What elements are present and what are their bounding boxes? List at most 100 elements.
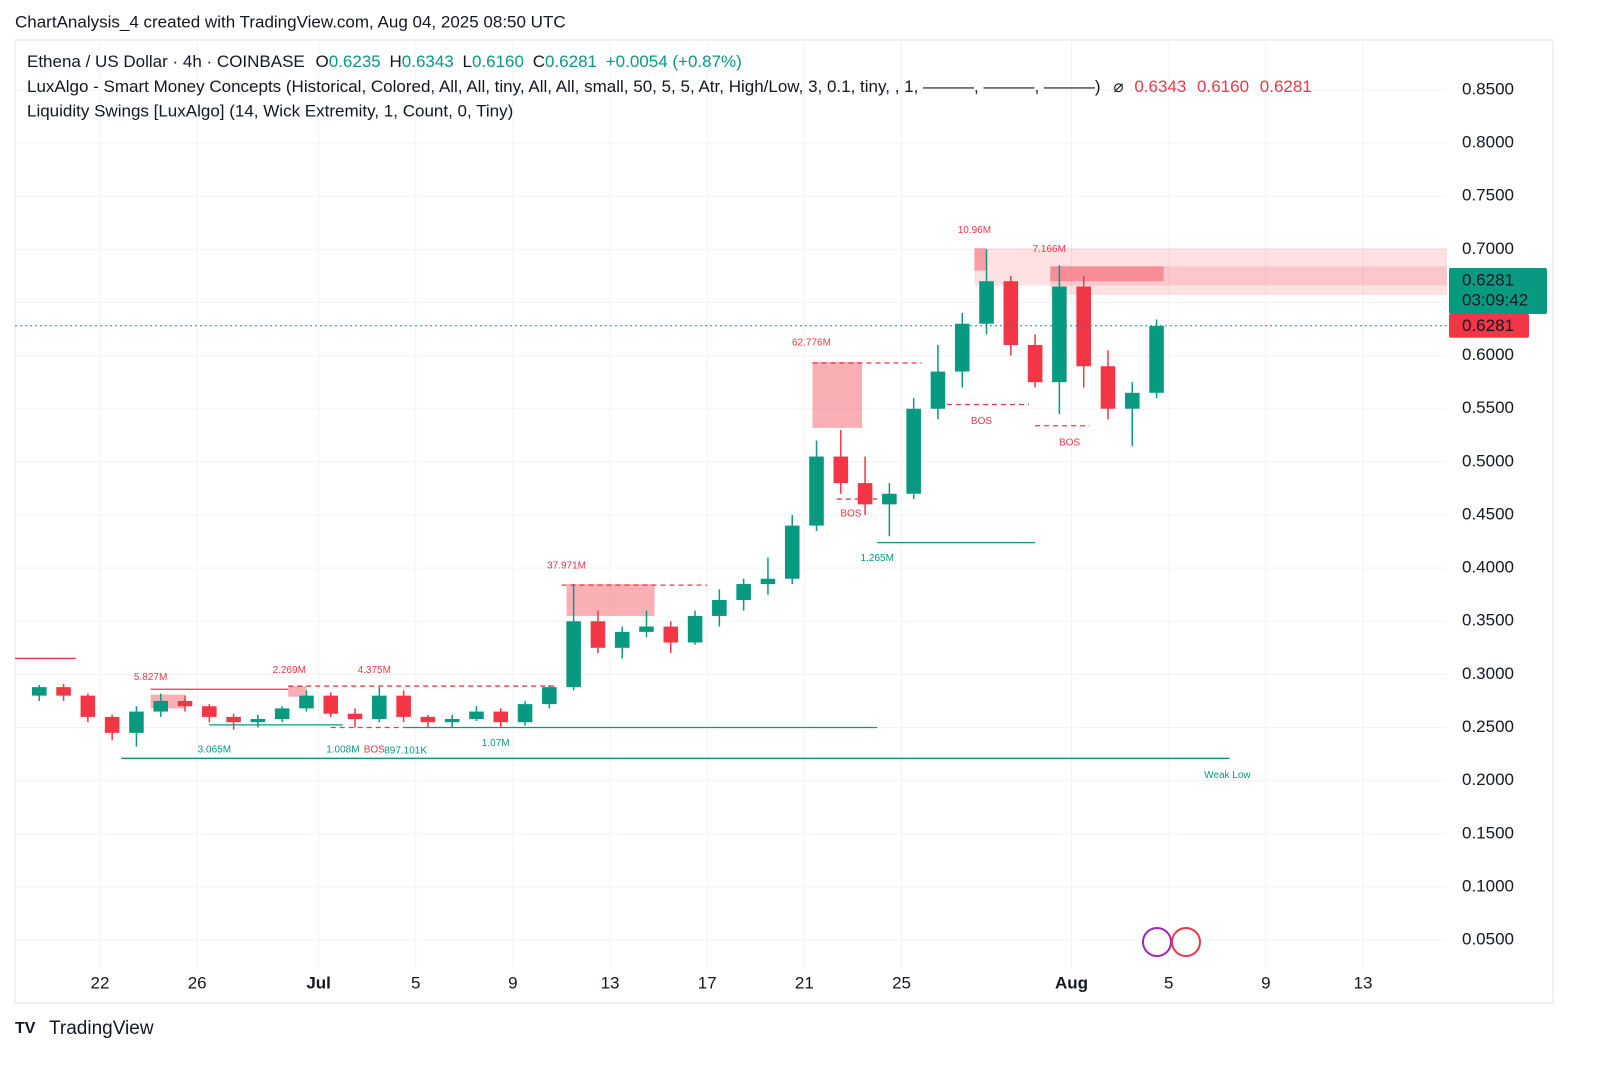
countdown-box: [1449, 268, 1547, 314]
annotation: BOS: [364, 744, 385, 755]
annotation: 1.07M: [482, 738, 510, 749]
candle-body: [590, 621, 606, 648]
x-tick-label: 17: [698, 973, 717, 992]
annotation: 10.96M: [958, 225, 991, 236]
countdown-price: 0.6281: [1462, 270, 1514, 289]
candle-body: [906, 408, 921, 494]
candle-body: [226, 716, 241, 723]
candle-body: [954, 323, 970, 372]
price-label: 0.6281: [1462, 316, 1514, 335]
x-tick-label: 9: [508, 973, 517, 992]
candle-body: [760, 578, 776, 585]
ohlc-value: 0.6160: [472, 52, 524, 71]
candle-body: [372, 695, 387, 720]
candle-body: [1076, 286, 1091, 367]
annotation: 7.166M: [1033, 244, 1066, 255]
x-tick-label: Jul: [306, 973, 331, 992]
candle-body: [80, 695, 96, 717]
candle-body: [493, 711, 509, 723]
order-block: [974, 248, 987, 271]
ohlc-label: H: [389, 52, 401, 71]
x-tick-label: 21: [795, 973, 814, 992]
footer-logo: TradingView: [49, 1018, 154, 1039]
logo-mark: TV: [15, 1020, 36, 1037]
y-tick-label: 0.3500: [1462, 611, 1514, 630]
indicator-line: LuxAlgo - Smart Money Concepts (Historic…: [27, 77, 1312, 96]
y-tick-label: 0.5000: [1462, 451, 1514, 470]
candle-body: [444, 719, 460, 723]
candle-body: [323, 695, 339, 714]
order-block: [974, 248, 1447, 286]
candle-body: [833, 456, 849, 484]
ohlc-value: 0.6343: [402, 52, 454, 71]
event-icon[interactable]: [1142, 927, 1172, 957]
annotation: 3.065M: [198, 744, 231, 755]
order-block: [812, 361, 863, 428]
y-tick-label: 0.2500: [1462, 717, 1514, 736]
y-tick-label: 0.4000: [1462, 558, 1514, 577]
annotation: 1.008M: [326, 744, 359, 755]
candle-body: [639, 626, 654, 632]
candle-body: [420, 716, 436, 723]
y-tick-label: 0.3000: [1462, 664, 1514, 683]
header-title: ChartAnalysis_4 created with TradingView…: [15, 12, 566, 31]
ohlc-label: O: [316, 52, 329, 71]
candle-body: [104, 716, 120, 733]
candle-body: [614, 631, 630, 648]
candle-body: [687, 615, 703, 643]
x-tick-label: 5: [411, 973, 420, 992]
order-block: [1050, 266, 1164, 282]
annotation: 897.101K: [384, 746, 427, 757]
annotation: BOS: [1059, 437, 1080, 448]
candle-body: [1124, 392, 1140, 409]
x-tick-label: 5: [1164, 973, 1173, 992]
y-tick-label: 0.7000: [1462, 239, 1514, 258]
indicator-line: Liquidity Swings [LuxAlgo] (14, Wick Ext…: [27, 101, 513, 120]
x-tick-label: Aug: [1055, 973, 1088, 992]
candle-body: [1100, 366, 1116, 409]
indicator-value: 0.6281: [1260, 77, 1312, 96]
candle-body: [542, 687, 557, 705]
candle-body: [396, 695, 411, 717]
x-tick-label: 22: [91, 973, 110, 992]
candle-body: [882, 493, 897, 505]
order-block: [288, 686, 307, 697]
y-tick-label: 0.1500: [1462, 823, 1514, 842]
y-tick-label: 0.8500: [1462, 79, 1514, 98]
countdown: 03:09:42: [1462, 290, 1528, 309]
y-tick-label: 0.7500: [1462, 186, 1514, 205]
indicator-symbol: ⌀: [1113, 77, 1123, 96]
y-tick-label: 0.2000: [1462, 770, 1514, 789]
candle-body: [32, 687, 47, 696]
candle-body: [250, 719, 266, 723]
x-tick-label: 13: [1354, 973, 1373, 992]
annotation: 2.269M: [273, 665, 306, 676]
candle-body: [129, 711, 144, 733]
y-tick-label: 0.8000: [1462, 133, 1514, 152]
plot: 0.0500 0.1000 0.1500 0.2000 0.2500 0.3000 0.35…: [15, 40, 1514, 992]
candle-body: [979, 281, 994, 324]
candle-body: [202, 706, 217, 717]
ohlc-value: 0.6281: [545, 52, 597, 71]
event-icon[interactable]: [1171, 927, 1201, 957]
candle-body: [177, 700, 193, 707]
chart-border: [14, 39, 1554, 1004]
candle-body: [1027, 344, 1043, 383]
candle-body: [663, 626, 679, 643]
annotation: 62.776M: [792, 337, 831, 348]
candle-body: [347, 713, 363, 720]
annotation: 5.827M: [134, 672, 167, 683]
annotation: BOS: [971, 416, 992, 427]
annotation: BOS: [840, 509, 861, 520]
legend-line: Ethena / US Dollar · 4h · COINBASE O0.62…: [27, 52, 742, 71]
y-tick-label: 0.1000: [1462, 876, 1514, 895]
candle-body: [809, 456, 824, 526]
candle-body: [566, 621, 581, 688]
change: +0.0054 (+0.87%): [606, 52, 742, 71]
y-tick-label: 0.4500: [1462, 504, 1514, 523]
y-tick-label: 0.0500: [1462, 930, 1514, 949]
candle-body: [1052, 286, 1067, 383]
annotation: Weak Low: [1204, 770, 1251, 781]
